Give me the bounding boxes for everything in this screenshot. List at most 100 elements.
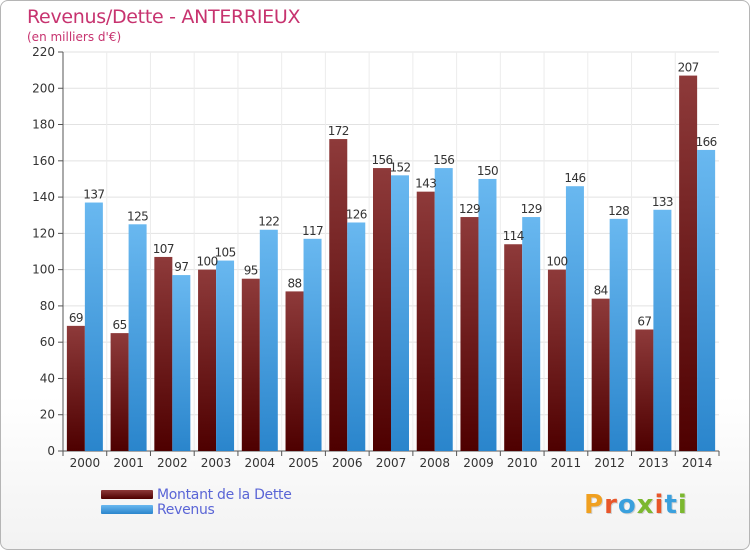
- legend-swatch-debt: [101, 490, 153, 499]
- y-tick-label: 200: [32, 81, 55, 95]
- y-tick-label: 220: [32, 45, 55, 59]
- bar-revenue: [653, 209, 672, 451]
- x-tick-label: 2011: [551, 456, 582, 470]
- legend: Montant de la Dette Revenus: [101, 486, 292, 518]
- data-label-revenue: 137: [83, 188, 104, 202]
- y-tick-label: 60: [40, 335, 55, 349]
- bar-debt: [373, 168, 391, 451]
- logo-letter: i: [654, 490, 665, 520]
- data-label-debt: 207: [678, 61, 699, 75]
- legend-label-revenue: Revenus: [157, 501, 215, 518]
- bar-debt: [241, 278, 260, 451]
- legend-item-revenue: Revenus: [101, 501, 292, 518]
- bar-debt: [66, 325, 85, 451]
- data-label-debt: 143: [415, 177, 436, 191]
- bar-revenue: [347, 222, 366, 451]
- x-tick-label: 2002: [157, 456, 188, 470]
- y-tick-label: 40: [40, 371, 55, 385]
- bar-debt: [679, 75, 698, 451]
- bar-revenue: [259, 229, 278, 451]
- data-label-revenue: 125: [127, 209, 148, 223]
- bar-revenue: [172, 275, 191, 451]
- bar-debt: [329, 139, 348, 451]
- y-tick-label: 20: [40, 408, 55, 422]
- x-tick-label: 2007: [376, 456, 407, 470]
- logo-letter: i: [677, 490, 688, 520]
- y-tick-label: 180: [32, 118, 55, 132]
- x-tick-label: 2014: [682, 456, 713, 470]
- y-tick-label: 0: [47, 444, 55, 458]
- bar-debt: [154, 256, 173, 451]
- data-label-debt: 67: [637, 314, 651, 328]
- data-label-debt: 100: [546, 255, 567, 269]
- x-tick-label: 2008: [419, 456, 450, 470]
- y-tick-label: 160: [32, 154, 55, 168]
- logo-letter: P: [584, 490, 605, 520]
- legend-label-debt: Montant de la Dette: [157, 486, 292, 503]
- x-tick-label: 2009: [463, 456, 494, 470]
- data-label-revenue: 166: [696, 135, 717, 149]
- y-tick-label: 80: [40, 299, 55, 313]
- data-label-debt: 88: [287, 276, 301, 290]
- bars: [66, 75, 716, 452]
- bar-revenue: [522, 217, 541, 451]
- logo-letter: t: [664, 490, 678, 520]
- data-label-revenue: 105: [215, 246, 236, 260]
- bar-debt: [285, 291, 304, 451]
- data-label-revenue: 146: [564, 171, 585, 185]
- data-label-debt: 107: [153, 242, 174, 256]
- bar-debt: [416, 191, 435, 451]
- data-label-debt: 172: [328, 124, 349, 138]
- x-tick-label: 2003: [201, 456, 232, 470]
- data-label-revenue: 126: [346, 207, 367, 221]
- chart-subtitle: (en milliers d'€): [27, 30, 122, 44]
- data-label-revenue: 152: [389, 160, 410, 174]
- data-label-revenue: 150: [477, 164, 498, 178]
- data-label-revenue: 122: [258, 215, 279, 229]
- data-label-debt: 95: [244, 264, 258, 278]
- bar-revenue: [216, 260, 235, 451]
- bar-debt: [460, 217, 479, 451]
- data-label-revenue: 128: [608, 204, 629, 218]
- data-label-debt: 156: [371, 153, 392, 167]
- x-tick-label: 2010: [507, 456, 538, 470]
- data-label-debt: 129: [459, 202, 480, 216]
- y-tick-label: 120: [32, 226, 55, 240]
- data-label-revenue: 156: [433, 153, 454, 167]
- data-label-debt: 84: [594, 284, 608, 298]
- logo-letter: x: [636, 490, 655, 520]
- x-tick-label: 2013: [638, 456, 669, 470]
- data-label-debt: 114: [503, 229, 524, 243]
- bar-revenue: [697, 149, 716, 451]
- x-tick-label: 2005: [288, 456, 319, 470]
- data-label-revenue: 133: [652, 195, 673, 209]
- bar-revenue: [478, 178, 497, 452]
- bar-debt: [635, 329, 654, 451]
- bar-revenue: [391, 175, 409, 451]
- logo-letter: o: [617, 490, 637, 520]
- bar-revenue: [84, 202, 103, 451]
- legend-swatch-revenue: [101, 505, 153, 514]
- bar-revenue: [609, 218, 628, 451]
- bar-revenue: [303, 238, 322, 451]
- bar-revenue: [128, 224, 147, 451]
- bar-debt: [504, 244, 523, 451]
- bar-revenue: [434, 168, 453, 451]
- proxiti-logo: Proxiti: [584, 490, 688, 520]
- data-label-debt: 69: [69, 311, 83, 325]
- x-tick-label: 2012: [594, 456, 625, 470]
- bar-debt: [547, 269, 566, 451]
- data-label-revenue: 97: [174, 260, 188, 274]
- legend-item-debt: Montant de la Dette: [101, 486, 292, 503]
- y-tick-label: 100: [32, 263, 55, 277]
- data-label-debt: 100: [197, 255, 218, 269]
- data-label-revenue: 117: [302, 224, 323, 238]
- x-tick-label: 2000: [70, 456, 101, 470]
- chart-title: Revenus/Dette - ANTERRIEUX: [27, 6, 301, 28]
- x-tick-label: 2001: [113, 456, 144, 470]
- y-tick-label: 140: [32, 190, 55, 204]
- x-tick-label: 2004: [245, 456, 276, 470]
